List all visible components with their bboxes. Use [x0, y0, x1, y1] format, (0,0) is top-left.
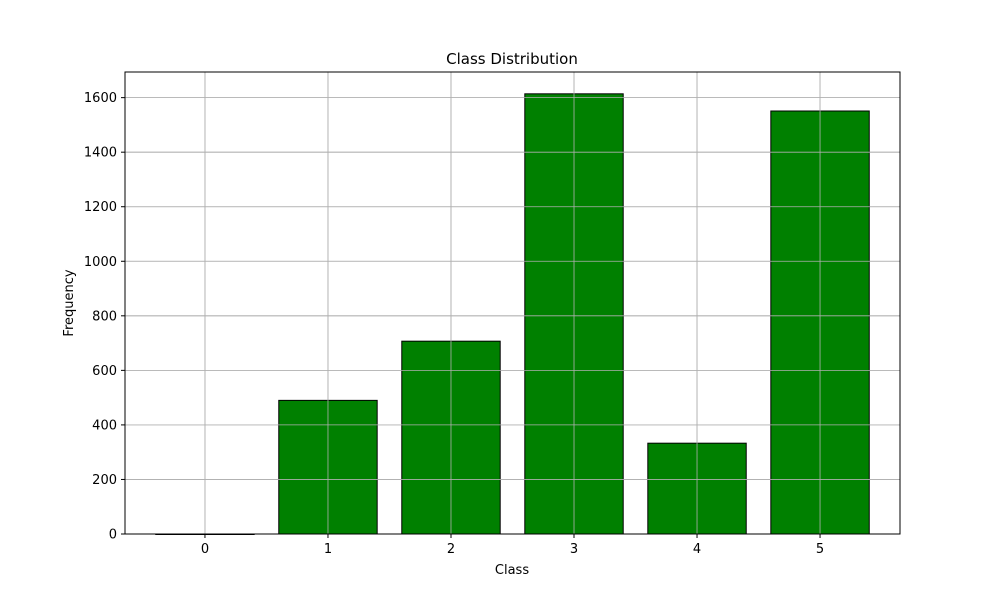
grid-lines-overlay [125, 72, 900, 535]
y-tick-label: 1400 [84, 146, 117, 161]
chart-title: Class Distribution [446, 50, 578, 68]
y-axis-ticks: 0 200 400 600 800 1000 1200 1400 1600 [84, 91, 125, 543]
y-tick-label: 1200 [84, 200, 117, 215]
x-tick-label: 5 [816, 542, 824, 557]
y-tick-label: 1600 [84, 91, 117, 106]
plot-frame [124, 71, 901, 535]
x-tick-label: 2 [447, 542, 455, 557]
y-tick-label: 200 [92, 473, 117, 488]
y-tick-label: 600 [92, 364, 117, 379]
x-axis-ticks: 0 1 2 3 4 5 [201, 534, 824, 557]
y-axis-label: Frequency [62, 269, 77, 336]
x-tick-label: 3 [570, 542, 578, 557]
x-tick-label: 1 [324, 542, 332, 557]
y-tick-label: 1000 [84, 255, 117, 270]
plot-border [124, 71, 901, 535]
x-tick-label: 0 [201, 542, 209, 557]
y-tick-label: 800 [92, 309, 117, 324]
y-tick-label: 0 [109, 528, 117, 543]
y-tick-label: 400 [92, 418, 117, 433]
x-tick-label: 4 [693, 542, 701, 557]
x-axis-label: Class [495, 563, 529, 578]
